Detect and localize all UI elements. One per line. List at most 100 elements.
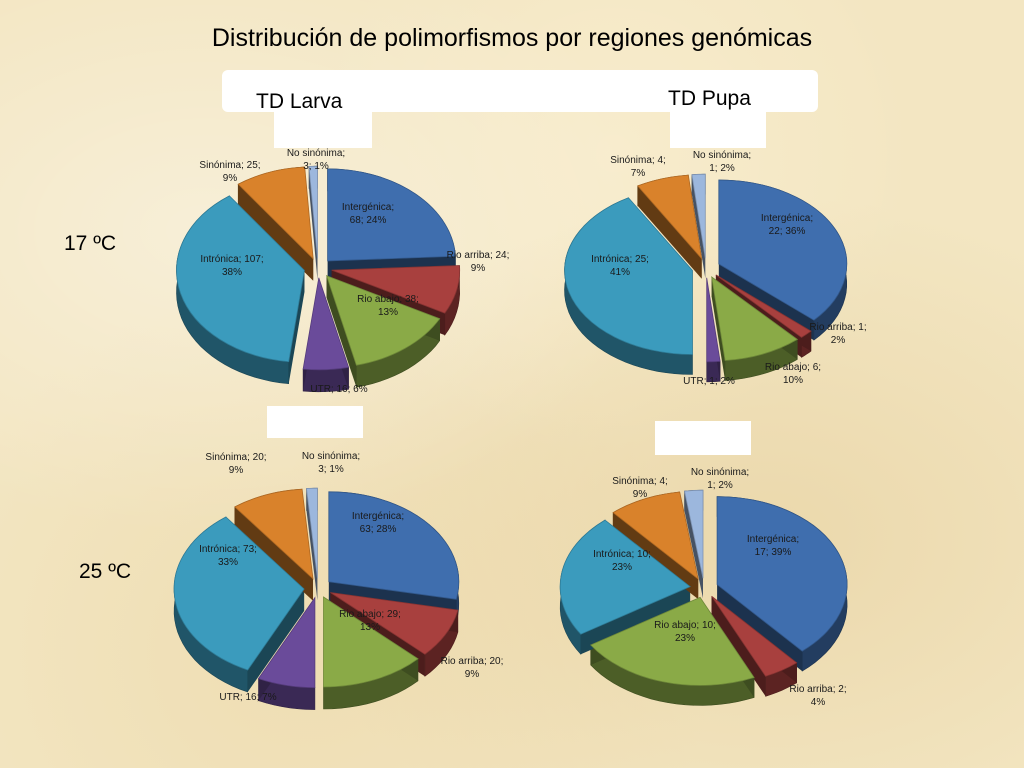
slice-label: Sinónima; 20; 9% [205,452,266,476]
slice-label-line: No sinónima; [302,451,360,462]
slice-label-line: Rio abajo; 10; [654,620,716,631]
slice-label-line: Intergénica; [761,213,813,224]
slice-label: Rio abajo; 6; 10% [765,362,821,386]
slice-label-line: Intrónica; 107; [200,254,263,265]
slice-label-line: 7% [631,168,646,179]
pie-slice-wall [684,491,703,599]
slice-label: No sinónima; 1; 2% [693,150,751,174]
row-label-25c: 25 ºC [79,560,132,583]
slice-label-line: Sinónima; 4; [610,155,666,166]
pie-slice-no-sinonima [306,487,318,579]
slice-label: Rio arriba; 2; 4% [789,684,846,708]
slice-label-line: Intrónica; 25; [591,254,649,265]
slice-label-line: 3; 1% [303,161,329,172]
slice-label-line: 9% [229,465,244,476]
slice-label-line: No sinónima; [691,467,749,478]
slice-label-line: Sinónima; 20; [205,452,266,463]
pie-slice-wall [247,589,305,692]
pie-slice-wall [717,584,803,672]
slice-label-line: No sinónima; [693,150,751,161]
pie-slice-utr [706,277,721,363]
slice-label-line: 23% [612,562,632,573]
slice-label-line: 1; 2% [707,480,733,491]
pie-slice-intronica [173,516,305,671]
pie-slice-intergenica [327,168,456,262]
pie-slice-wall [711,596,766,697]
slice-label: Sinónima; 4; 7% [610,155,666,179]
pie-slice-sinonima [637,174,703,261]
slice-label: Rio abajo; 38; 13% [357,294,419,318]
pie-slice-sinonima [237,166,314,260]
slice-label-line: 63; 28% [360,524,397,535]
slice-label: Intergénica; 17; 39% [747,534,799,558]
slice-label: No sinónima; 3; 1% [302,451,360,475]
slice-label-line: Rio arriba; 1; [809,322,866,333]
pie-slice-no-sinonima [308,165,318,259]
slice-label: Intrónica; 25; 41% [591,254,649,278]
pie-slice-no-sinonima [684,489,704,579]
row-label-17c: 17 ºC [64,232,117,255]
slice-label-line: Rio abajo; 38; [357,294,419,305]
pie-slice-intergenica [718,179,848,321]
slice-label-line: 2% [831,335,846,346]
pie-chart-2: Intergénica; 22; 36%Rio arriba; 1; 2%Rio a… [564,150,867,387]
slice-label-line: Rio abajo; 29; [339,609,401,620]
slice-label-line: 23% [675,633,695,644]
slice-label-line: 10% [783,375,803,386]
pie-slice-wall [306,488,318,601]
slice-label: Intergénica; 63; 28% [352,511,404,535]
slice-label: Rio abajo; 10; 23% [654,620,716,644]
slice-label-line: Intergénica; [747,534,799,545]
slice-label-line: Rio arriba; 2; [789,684,846,695]
slice-label: Intrónica; 107; 38% [200,254,263,278]
slice-label: UTR; 16; 6% [310,384,367,395]
slice-label-line: 22; 36% [769,226,806,237]
slice-label: Intergénica; 68; 24% [342,202,394,226]
slice-label-line: 9% [471,263,486,274]
slice-label-line: 1; 2% [709,163,735,174]
pie-slice-intergenica [716,496,848,652]
pie-slice-wall [637,185,702,279]
slice-label: Rio arriba; 20; 9% [441,656,504,680]
pie-slice-rio-arriba [715,274,812,338]
slice-label-line: 41% [610,267,630,278]
slice-label-line: 4% [811,697,826,708]
slice-label-line: UTR; 16; 6% [310,384,367,395]
label-box [670,112,766,148]
pie-chart-3: Intergénica; 63; 28%Rio arriba; 20; 9%Rio … [173,451,504,710]
pie-slice-utr [302,277,350,371]
slice-label: No sinónima; 1; 2% [691,467,749,491]
slice-label: Sinónima; 25; 9% [199,160,260,184]
pie-slice-wall [691,174,706,279]
slice-label-line: 3; 1% [318,464,344,475]
slice-label: Rio arriba; 1; 2% [809,322,866,346]
slice-label-line: Rio abajo; 6; [765,362,821,373]
label-box [274,112,372,148]
pie-slice-wall [309,166,318,281]
pie-chart-4: Intergénica; 17; 39%Rio arriba; 2; 4%Rio a… [559,467,848,708]
pie-slice-rio-abajo [590,596,755,686]
slice-label-line: UTR; 16; 7% [219,692,276,703]
pie-slice-sinonima [612,491,699,581]
pie-slice-intronica [176,195,305,363]
slice-label-line: 33% [218,557,238,568]
pie-slice-rio-arriba [711,595,798,677]
slice-label-line: Intrónica; 10; [593,549,651,560]
slice-label: Rio abajo; 29; 13% [339,609,401,633]
slice-label-line: Rio arriba; 24; [447,250,510,261]
column-label-pupa: TD Pupa [668,87,751,110]
column-header-band [222,70,818,112]
slice-label: Sinónima; 4; 9% [612,476,668,500]
slice-label-line: Intergénica; [342,202,394,213]
pie-slice-intergenica [328,491,460,600]
slice-label-line: 13% [378,307,398,318]
slice-label: Intrónica; 73; 33% [199,544,257,568]
slice-label: Intergénica; 22; 36% [761,213,813,237]
pie-slice-wall [238,184,314,281]
slice-label: UTR; 16; 7% [219,692,276,703]
pie-slice-rio-arriba [330,592,459,655]
slice-label-line: 13% [360,622,380,633]
slice-label-line: Rio arriba; 20; [441,656,504,667]
pie-slice-rio-abajo [325,275,441,366]
